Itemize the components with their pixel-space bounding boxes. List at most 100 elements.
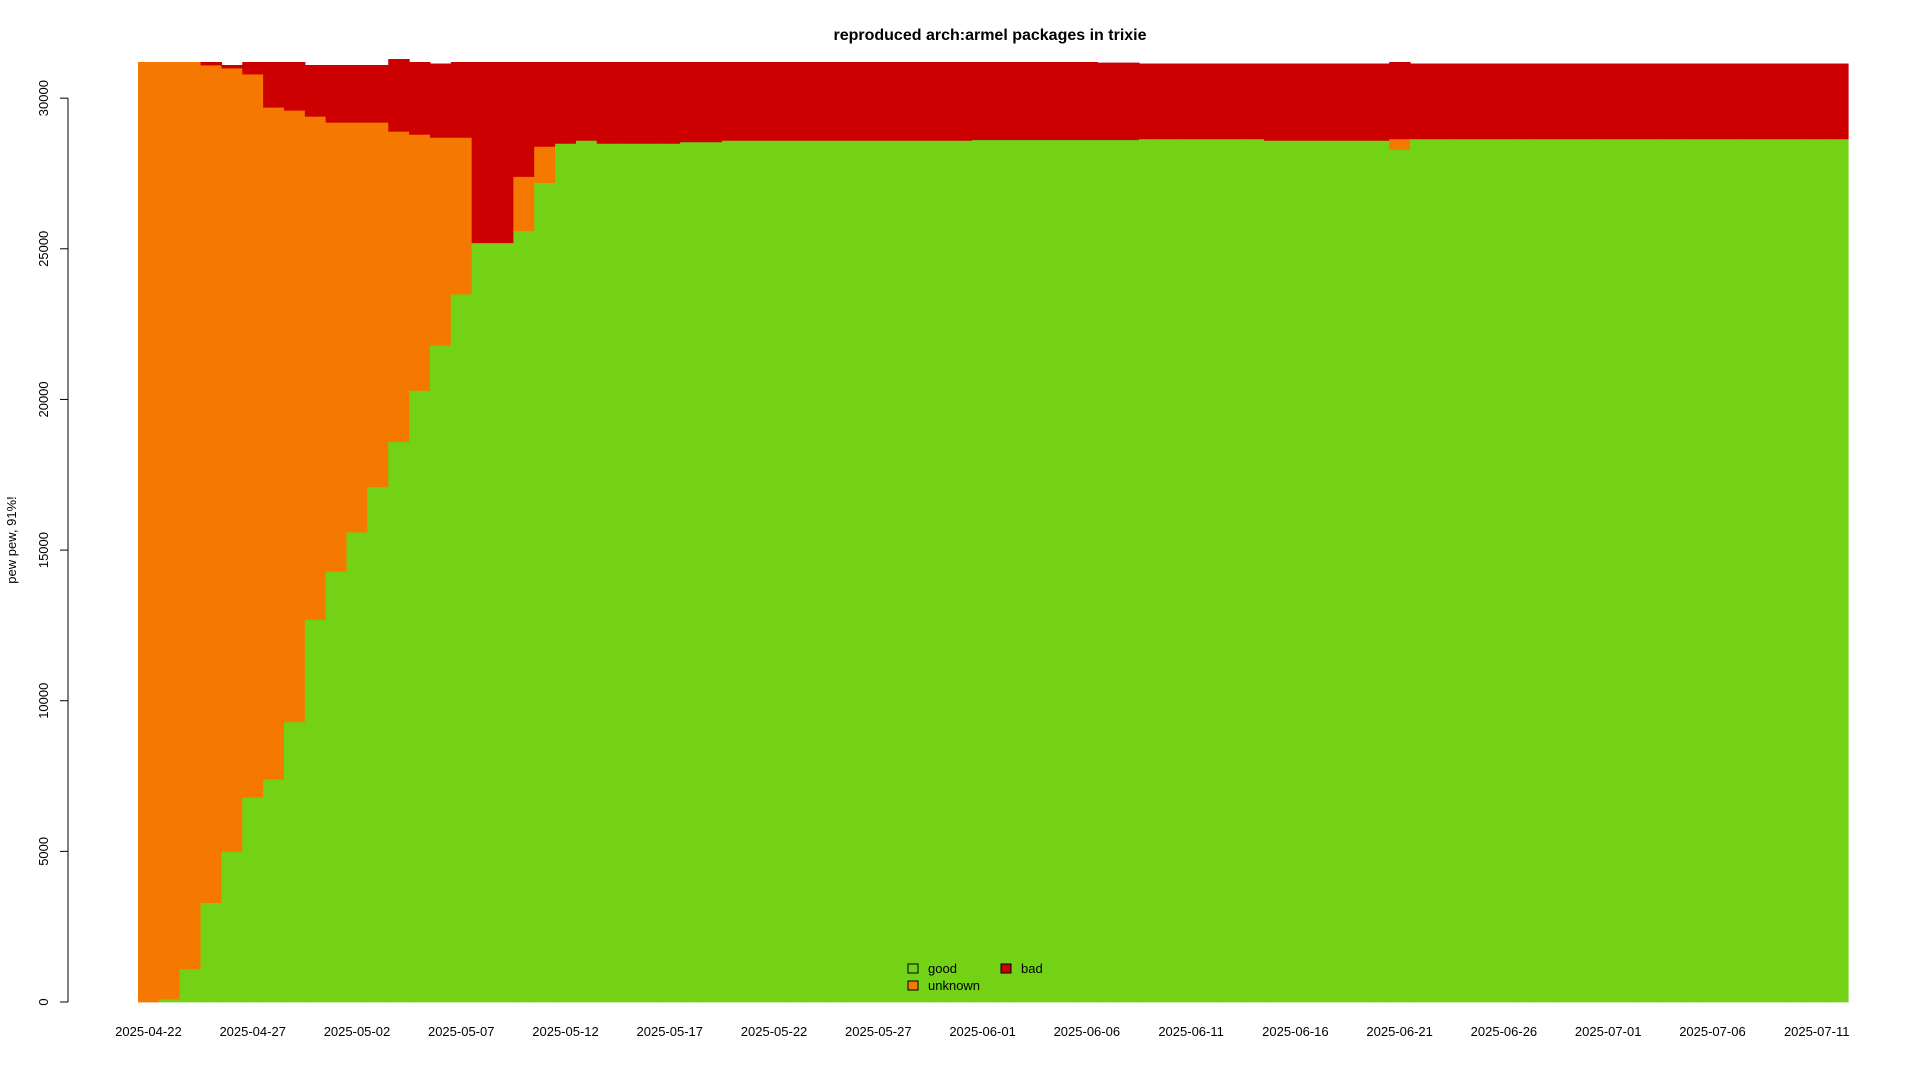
bar-good bbox=[826, 140, 848, 1003]
bar-good bbox=[617, 143, 640, 1003]
bar-good bbox=[1326, 140, 1349, 1003]
bar-good bbox=[1639, 138, 1661, 1003]
bar-good bbox=[596, 143, 619, 1003]
bar-good bbox=[680, 141, 702, 1003]
bar-bad bbox=[972, 62, 994, 141]
bar-unknown bbox=[534, 146, 556, 183]
bar-unknown bbox=[346, 122, 368, 533]
bar-good bbox=[450, 293, 473, 1003]
bar-good bbox=[1034, 139, 1057, 1003]
bar-bad bbox=[805, 62, 827, 141]
bar-bad bbox=[1535, 63, 1557, 140]
bar-good bbox=[1681, 138, 1703, 1003]
bar-good bbox=[1410, 138, 1432, 1003]
bar-good bbox=[1722, 138, 1745, 1003]
bar-good bbox=[909, 140, 932, 1003]
bar-good bbox=[1284, 140, 1307, 1003]
bar-good bbox=[471, 242, 494, 1003]
bar-good bbox=[534, 182, 556, 1003]
bar-bad bbox=[304, 65, 327, 117]
bar-good bbox=[242, 797, 264, 1003]
x-tick-label: 2025-07-06 bbox=[1679, 1024, 1746, 1039]
x-tick-label: 2025-05-12 bbox=[532, 1024, 599, 1039]
bar-bad bbox=[1430, 63, 1453, 140]
bar-good bbox=[158, 998, 181, 1003]
bar-unknown bbox=[450, 137, 473, 295]
bar-good bbox=[1451, 138, 1474, 1003]
bar-good bbox=[1514, 138, 1536, 1003]
bar-good bbox=[492, 242, 514, 1003]
x-tick-label: 2025-06-21 bbox=[1366, 1024, 1433, 1039]
bar-good bbox=[1806, 138, 1828, 1003]
bar-good bbox=[325, 571, 348, 1003]
bar-bad bbox=[1347, 63, 1369, 141]
legend-label-good: good bbox=[928, 961, 957, 976]
bar-bad bbox=[1410, 63, 1432, 140]
bar-bad bbox=[221, 65, 243, 69]
bar-good bbox=[304, 619, 327, 1003]
legend-swatch-unknown bbox=[907, 980, 919, 991]
bar-good bbox=[1389, 149, 1411, 1003]
bar-good bbox=[1222, 138, 1244, 1003]
legend: good unknown bad bbox=[907, 961, 1043, 993]
x-tick-label: 2025-05-27 bbox=[845, 1024, 912, 1039]
bar-bad bbox=[1514, 63, 1536, 140]
bar-bad bbox=[596, 62, 619, 144]
bar-good bbox=[638, 143, 660, 1003]
bar-bad bbox=[1201, 63, 1223, 140]
bar-good bbox=[888, 140, 911, 1003]
bar-bad bbox=[513, 62, 535, 177]
bar-bad bbox=[1284, 63, 1307, 141]
x-tick-label: 2025-05-07 bbox=[428, 1024, 495, 1039]
bar-good bbox=[1264, 140, 1286, 1003]
bar-good bbox=[930, 140, 952, 1003]
bar-good bbox=[179, 968, 202, 1003]
bar-good bbox=[221, 851, 243, 1003]
bar-bad bbox=[680, 62, 702, 143]
bar-unknown bbox=[1389, 138, 1411, 150]
bar-bad bbox=[1743, 63, 1766, 140]
bar-bad bbox=[1222, 63, 1244, 140]
x-tick-label: 2025-07-11 bbox=[1784, 1024, 1850, 1039]
bar-good bbox=[659, 143, 681, 1003]
bar-good bbox=[1702, 138, 1724, 1003]
bar-good bbox=[1347, 140, 1369, 1003]
bar-unknown bbox=[325, 122, 348, 572]
legend-label-unknown: unknown bbox=[928, 978, 980, 993]
bar-bad bbox=[1138, 63, 1161, 140]
bar-unknown bbox=[367, 122, 389, 488]
bar-unknown bbox=[158, 62, 181, 1000]
bar-bad bbox=[1639, 63, 1661, 140]
bar-bad bbox=[659, 62, 681, 144]
bar-good bbox=[1785, 138, 1807, 1003]
bar-bad bbox=[1785, 63, 1807, 140]
bar-good bbox=[1556, 138, 1578, 1003]
bar-unknown bbox=[283, 110, 306, 723]
bar-good bbox=[409, 390, 431, 1003]
bar-bad bbox=[1264, 63, 1286, 141]
bar-bad bbox=[555, 62, 577, 144]
bar-bad bbox=[409, 62, 431, 135]
bar-bad bbox=[1660, 63, 1682, 140]
bar-bad bbox=[1722, 63, 1745, 140]
bar-bad bbox=[1389, 62, 1411, 140]
bar-good bbox=[1013, 139, 1036, 1003]
bar-good bbox=[575, 140, 598, 1003]
bar-good bbox=[1305, 140, 1328, 1003]
bar-bad bbox=[1034, 62, 1057, 141]
x-tick-label: 2025-07-01 bbox=[1575, 1024, 1642, 1039]
bar-bad bbox=[1305, 63, 1328, 141]
bar-bad bbox=[1618, 63, 1641, 140]
bar-good bbox=[847, 140, 869, 1003]
bar-good bbox=[805, 140, 827, 1003]
bar-good bbox=[1535, 138, 1557, 1003]
bar-unknown bbox=[513, 176, 535, 232]
bar-bad bbox=[1180, 63, 1203, 140]
y-tick-label: 30000 bbox=[36, 80, 51, 116]
bar-bad bbox=[492, 62, 514, 244]
bar-bad bbox=[888, 62, 911, 141]
bar-bad bbox=[638, 62, 660, 144]
bar-good bbox=[721, 140, 744, 1003]
bar-bad bbox=[1806, 63, 1828, 140]
